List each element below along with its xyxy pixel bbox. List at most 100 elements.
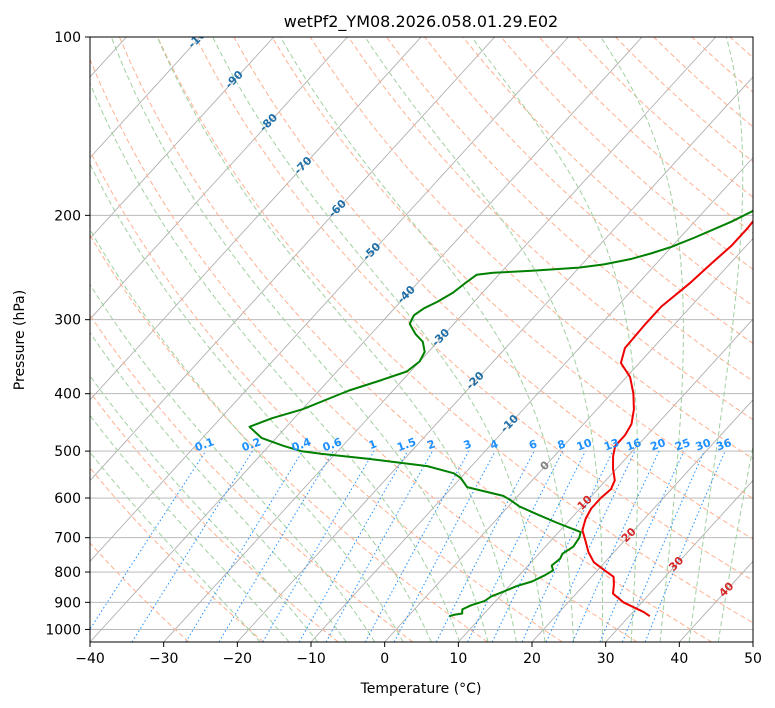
x-tick-label: −30 (149, 651, 179, 667)
dry-adiabat-line (386, 37, 753, 382)
mixing-ratio-line (262, 450, 375, 642)
mixing-ratio-label: 2 (426, 437, 438, 452)
mixing-ratio-line (572, 450, 660, 642)
dry-adiabat-line (309, 37, 753, 460)
mixing-ratio-line (218, 450, 334, 642)
mixing-ratio-label: 3 (462, 437, 474, 452)
y-tick-label: 900 (54, 595, 81, 611)
y-tick-label: 200 (54, 208, 81, 224)
dry-adiabat-line (90, 391, 339, 642)
dewpoint-line (248, 209, 753, 618)
mixing-ratio-label: 10 (575, 436, 594, 454)
moist-adiabat-line (90, 414, 290, 642)
mixing-ratio-line (364, 450, 470, 642)
y-tick-label: 400 (54, 387, 81, 403)
mixing-ratio-label: 0.2 (240, 435, 263, 454)
moist-adiabat-line (364, 37, 603, 642)
x-tick-label: 20 (523, 651, 541, 667)
x-tick-label: −10 (296, 651, 326, 667)
x-tick-label: −40 (75, 651, 105, 667)
mixing-ratio-line (90, 450, 207, 631)
dry-adiabat-line (271, 37, 753, 500)
isotherm-line (90, 37, 496, 482)
mixing-ratio-line (491, 450, 586, 642)
dry-adiabat-line (768, 37, 775, 642)
mixing-ratio-line (393, 450, 496, 642)
y-tick-label: 1000 (45, 622, 81, 638)
dry-adiabat-line (195, 37, 753, 582)
plot-frame (89, 36, 754, 643)
mixing-ratio-label: 0.6 (321, 435, 344, 454)
plot-area: 0.1 0.2 0.4 0.6 1 1.5 2 3 4 6 8 10 13 16 20 25 30 36-100-… (89, 36, 775, 643)
y-tick-label: 600 (54, 491, 81, 507)
dry-adiabat-line (118, 37, 712, 642)
isotherm-line (605, 479, 753, 642)
y-tick-label: 100 (54, 30, 81, 46)
mixing-ratio-label: 8 (556, 437, 568, 452)
line-labels: 0.1 0.2 0.4 0.6 1 1.5 2 3 4 6 8 10 13 16 20 25 30 36-100-… (185, 37, 736, 600)
isotherm-line (90, 37, 275, 240)
isotherm-line (90, 37, 201, 159)
mixing-ratio-label: 6 (527, 437, 539, 452)
mixing-ratio-label: 30 (694, 436, 713, 454)
mixing-ratio-label: 1 (367, 437, 379, 452)
dry-adiabat-line (576, 37, 753, 198)
isotherm-line (163, 37, 717, 642)
x-axis: −40 −30 −20 −10 0 10 20 30 40 50 (75, 642, 762, 667)
x-tick-label: 10 (449, 651, 467, 667)
moist-adiabat-line (280, 37, 575, 642)
chart-title: wetPf2_YM08.2026.058.01.29.E02 (284, 12, 558, 32)
mixing-ratio-line (644, 450, 726, 642)
moist-adiabat-line (156, 37, 517, 642)
mixing-ratio-label: 25 (673, 436, 692, 453)
isotherm-line (90, 37, 422, 401)
isotherm-line (237, 76, 753, 642)
moist-adiabat-line (717, 443, 753, 642)
x-tick-label: 40 (670, 651, 688, 667)
y-tick-label: 300 (54, 313, 81, 329)
mixing-ratio-label: 0.1 (193, 435, 216, 454)
background-lines (90, 37, 775, 642)
isotherm-line (90, 37, 643, 642)
moist-adiabat-line (90, 331, 347, 642)
isotherm-line (531, 399, 753, 642)
dry-adiabat-line (462, 37, 753, 307)
dry-adiabat-line (729, 37, 753, 59)
moist-adiabat-line (90, 82, 461, 642)
mixing-ratio-label: 16 (624, 436, 643, 454)
dry-adiabat-line (90, 467, 264, 642)
mixing-ratio-line (185, 450, 304, 642)
x-tick-label: 50 (744, 651, 762, 667)
mixing-ratio-label: 4 (488, 437, 500, 452)
isotherm-line (384, 237, 753, 642)
mixing-ratio-line (621, 450, 705, 642)
mixing-ratio-line (325, 450, 433, 642)
dry-adiabat-line (233, 37, 753, 540)
x-axis-label: Temperature (°C) (360, 681, 482, 697)
dry-adiabat-line (90, 149, 563, 642)
x-tick-label: 30 (597, 651, 615, 667)
isotherm-line (90, 37, 348, 320)
dry-adiabat-line (90, 313, 414, 642)
mixing-ratio-line (131, 450, 254, 642)
mixing-ratio-label: 36 (714, 436, 733, 454)
moist-adiabat-line (110, 37, 489, 642)
y-tick-label: 700 (54, 531, 81, 547)
y-tick-label: 800 (54, 565, 81, 581)
dry-adiabat-line (90, 58, 638, 642)
mixing-ratio-label: 13 (602, 436, 621, 453)
isotherm-line (458, 318, 753, 642)
moist-adiabat-line (90, 163, 432, 642)
dry-adiabat-line (615, 37, 753, 163)
moist-adiabat-line (90, 228, 404, 642)
mixing-ratio-label: 0.4 (290, 435, 313, 454)
profile-lines (248, 209, 753, 618)
isotherm-line (752, 641, 753, 642)
dry-adiabat-line (157, 37, 753, 624)
x-tick-label: −20 (223, 651, 253, 667)
isotherm-line (90, 37, 569, 562)
mixing-ratio-label: 1.5 (395, 435, 418, 454)
moist-adiabat-line (90, 283, 376, 642)
dry-adiabat-line (424, 37, 753, 344)
